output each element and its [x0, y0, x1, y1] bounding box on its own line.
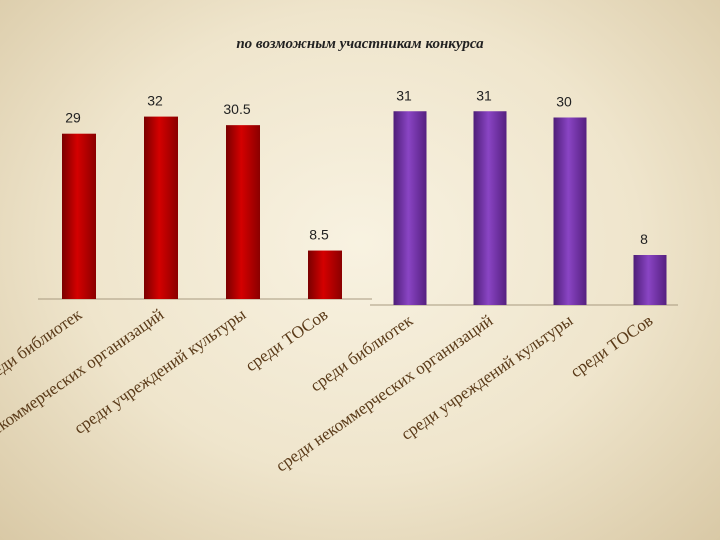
- data-label: 29: [65, 110, 81, 126]
- bar: [473, 111, 507, 305]
- data-label: 32: [147, 93, 163, 109]
- bar: [308, 250, 342, 299]
- bar: [226, 125, 260, 300]
- data-label: 31: [476, 87, 492, 103]
- bar: [144, 116, 178, 299]
- category-label: среди ТОСов: [242, 305, 331, 376]
- data-label: 30.5: [223, 101, 250, 117]
- data-label: 8: [640, 231, 648, 247]
- bar: [633, 255, 667, 305]
- chart-title: по возможным участникам конкурса: [236, 36, 484, 52]
- data-label: 31: [396, 87, 412, 103]
- bar: [553, 117, 587, 305]
- bar: [62, 133, 96, 299]
- bar: [393, 111, 427, 305]
- data-label: 8.5: [309, 227, 329, 243]
- category-label: среди ТОСов: [567, 311, 656, 382]
- data-label: 30: [556, 94, 572, 110]
